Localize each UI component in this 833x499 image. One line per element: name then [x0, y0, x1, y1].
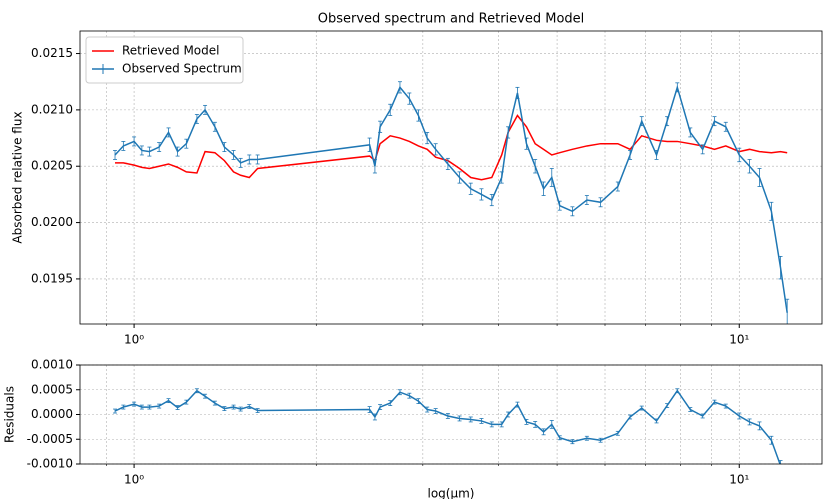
- y-tick-label: 0.0005: [31, 382, 73, 396]
- legend-label: Observed Spectrum: [122, 62, 242, 76]
- x-tick-label: 10⁰: [124, 473, 144, 487]
- x-tick-label: 10¹: [729, 473, 749, 487]
- y-tick-label: 0.0215: [31, 46, 73, 60]
- y-tick-label: 0.0195: [31, 271, 73, 285]
- data-line: [114, 389, 781, 464]
- data-line: [115, 114, 788, 181]
- y-axis-label: Absorbed relative flux: [11, 111, 25, 243]
- y-tick-label: -0.0005: [27, 432, 73, 446]
- data-line: [114, 84, 788, 313]
- y-tick-label: 0.0210: [31, 102, 73, 116]
- y-tick-label: 0.0000: [31, 407, 73, 421]
- y-tick-label: -0.0010: [27, 457, 73, 471]
- y-tick-label: 0.0200: [31, 215, 73, 229]
- chart-title: Observed spectrum and Retrieved Model: [318, 12, 585, 27]
- axes-frame: [79, 30, 823, 325]
- plot-area: [113, 81, 790, 324]
- x-tick-label: 10¹: [729, 333, 749, 347]
- legend-box: [85, 36, 244, 84]
- y-tick-label: 0.0205: [31, 159, 73, 173]
- x-axis-label: log(µm): [428, 487, 475, 499]
- y-axis-label: Residuals: [3, 386, 17, 443]
- x-tick-label: 10⁰: [124, 333, 144, 347]
- plot-area: [113, 388, 789, 491]
- legend-label: Retrieved Model: [122, 44, 219, 58]
- y-tick-label: 0.0010: [31, 358, 73, 372]
- error-bar: [785, 479, 789, 491]
- axes-frame: [79, 364, 823, 465]
